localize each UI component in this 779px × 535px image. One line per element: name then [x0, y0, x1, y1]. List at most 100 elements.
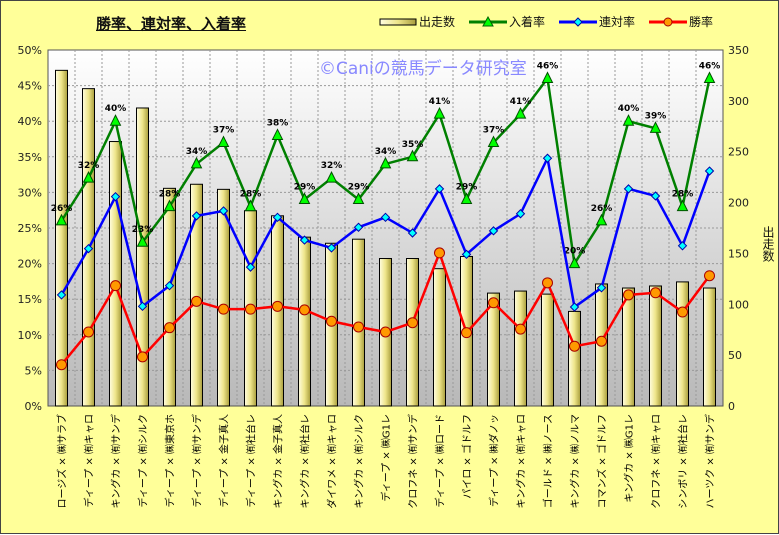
data-label: 46%: [537, 61, 559, 71]
circle-marker-icon: [649, 17, 688, 26]
legend-label: 出走数: [419, 15, 456, 29]
right-tick-label: 50: [728, 349, 742, 362]
category-label: コマンズ × ゴドルフ: [596, 414, 609, 509]
bar-starts: [298, 236, 311, 407]
triangle-marker: [514, 106, 527, 119]
triangle-marker: [703, 71, 716, 83]
triangle-marker: [406, 149, 419, 162]
diamond-marker: [623, 184, 634, 194]
triangle-marker: [487, 135, 500, 148]
data-label: 35%: [402, 140, 424, 150]
circle-marker: [326, 315, 337, 327]
bar-starts: [703, 287, 716, 407]
data-label: 29%: [348, 183, 370, 193]
chart-title: 勝率、連対率、入着率: [96, 15, 247, 33]
triangle-marker: [136, 235, 149, 247]
circle-marker: [488, 297, 499, 309]
circle-marker: [623, 289, 634, 301]
category-label: ディープ × ㈲サンデ: [191, 414, 204, 507]
category-label: クロフネ × ㈲サンデ: [407, 414, 420, 509]
category-label: キングカ × 金子真人: [272, 414, 285, 508]
data-label: 38%: [267, 118, 289, 128]
triangle-marker: [622, 114, 635, 126]
left-tick-label: 25%: [18, 222, 42, 235]
diamond-marker: [218, 206, 229, 216]
legend-item-win-rate: 勝率: [649, 13, 713, 30]
category-label: キングカ × ㈲社台レ: [299, 414, 312, 508]
bar-starts: [541, 293, 554, 407]
triangle-marker: [379, 156, 392, 169]
left-tick-label: 35%: [18, 151, 42, 164]
bar-starts: [649, 285, 662, 407]
category-label: ディープ × 金子真人: [218, 414, 231, 507]
legend-label: 入着率: [509, 15, 546, 29]
triangle-marker: [649, 121, 662, 133]
circle-marker: [245, 303, 256, 315]
bar-swatch-icon: [379, 18, 417, 25]
category-label: キングカ × ㈲キャロ: [515, 414, 528, 508]
data-label: 41%: [429, 97, 451, 107]
category-label: キングカ × ㈱ノルマ: [569, 414, 582, 508]
diamond-marker: [650, 191, 661, 201]
right-tick-label: 200: [728, 197, 749, 210]
data-label: 20%: [564, 247, 586, 257]
left-tick-label: 40%: [18, 115, 42, 128]
data-label: 37%: [213, 126, 235, 136]
diamond-marker: [245, 262, 256, 272]
circle-marker: [515, 323, 526, 335]
circle-marker: [137, 351, 148, 363]
category-label: キングカ × ㈲サンデ: [110, 414, 123, 508]
triangle-marker: [271, 128, 284, 140]
data-label: 40%: [105, 104, 127, 114]
circle-marker: [461, 327, 472, 339]
circle-marker: [380, 326, 391, 338]
data-label: 26%: [51, 204, 73, 214]
circle-marker: [407, 317, 418, 329]
right-tick-label: 0: [728, 400, 735, 413]
triangle-marker: [244, 199, 257, 212]
bar-starts: [190, 183, 203, 407]
circle-marker: [542, 277, 553, 289]
diamond-marker: [326, 243, 337, 253]
diamond-marker: [164, 280, 175, 291]
category-label: パイロ × ゴドルフ: [461, 414, 474, 499]
data-label: 28%: [240, 190, 262, 200]
left-tick-label: 5%: [25, 364, 42, 377]
data-label: 29%: [456, 183, 478, 193]
diamond-marker-icon: [559, 16, 598, 27]
diamond-marker: [488, 226, 499, 236]
circle-marker: [110, 280, 121, 292]
left-tick-label: 15%: [18, 293, 42, 306]
bar-starts: [622, 287, 635, 407]
bar-starts: [163, 187, 176, 407]
triangle-marker: [298, 192, 311, 205]
triangle-marker: [163, 199, 176, 212]
category-label: ディープ × ㈲社台レ: [245, 414, 258, 507]
diamond-marker: [407, 228, 418, 238]
right-tick-label: 100: [728, 298, 749, 311]
circle-marker: [353, 321, 364, 333]
data-label: 39%: [645, 111, 667, 121]
left-tick-label: 30%: [18, 186, 42, 199]
triangle-marker: [190, 156, 203, 169]
diamond-marker: [299, 235, 310, 245]
watermark: ©Caniの競馬データ研究室: [319, 59, 527, 79]
category-label: シンボリ × ㈲社台レ: [677, 414, 690, 509]
legend-item-top2-rate: 連対率: [559, 13, 635, 30]
circle-marker: [272, 300, 283, 312]
diamond-marker: [353, 222, 364, 232]
data-label: 40%: [618, 104, 640, 114]
circle-marker: [596, 335, 607, 347]
bar-starts: [406, 258, 419, 407]
data-label: 34%: [186, 147, 208, 157]
category-label: ディープ × ㈱ダノッ: [488, 414, 501, 507]
right-tick-label: 300: [728, 95, 749, 108]
circle-marker: [164, 322, 175, 334]
data-label: 26%: [591, 204, 613, 214]
circle-marker: [434, 247, 445, 259]
data-label: 28%: [159, 190, 181, 200]
data-label: 32%: [78, 161, 100, 171]
triangle-marker: [55, 213, 68, 226]
left-tick-label: 10%: [18, 329, 42, 342]
